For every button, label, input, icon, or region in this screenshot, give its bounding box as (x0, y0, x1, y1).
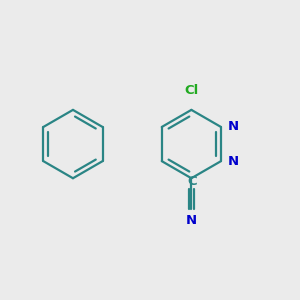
Text: N: N (186, 214, 197, 227)
Text: N: N (227, 121, 239, 134)
Text: Cl: Cl (184, 83, 199, 97)
Text: C: C (187, 175, 197, 188)
Text: N: N (227, 154, 239, 168)
